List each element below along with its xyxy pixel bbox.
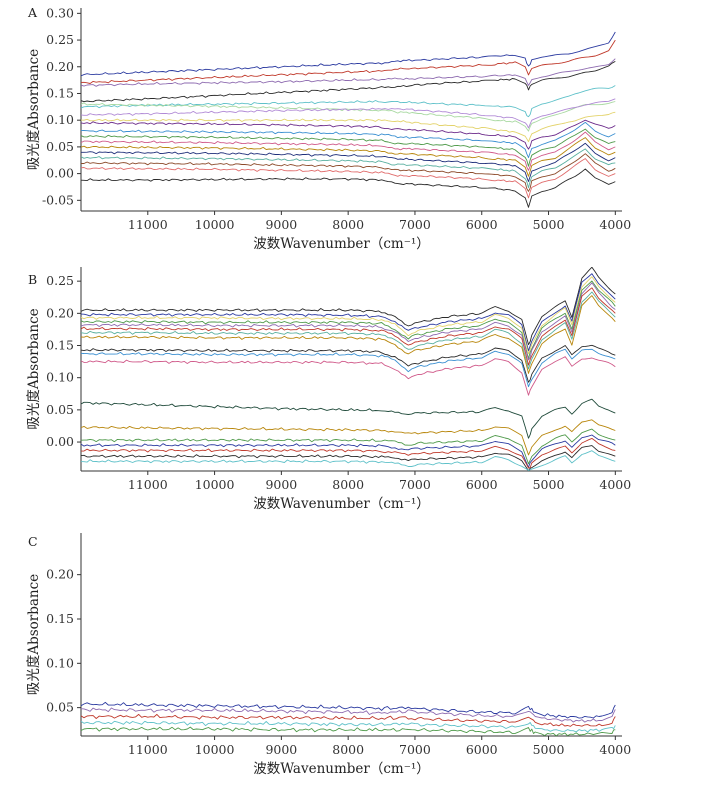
- x-tick-label: 11000: [128, 217, 168, 232]
- spectrum-series-line: [81, 158, 616, 199]
- spectrum-series-line: [81, 168, 616, 208]
- x-tick-label: 9000: [265, 217, 297, 232]
- x-tick-label: 11000: [128, 477, 168, 492]
- spectrum-series-line: [81, 267, 616, 346]
- spectrum-series-line: [81, 720, 616, 733]
- x-tick-label: 5000: [533, 477, 565, 492]
- spectrum-series-line: [81, 131, 616, 171]
- spectrum-series-line: [81, 450, 616, 471]
- series-group: [81, 267, 616, 471]
- x-tick-label: 11000: [128, 742, 168, 757]
- y-tick-label: 0.10: [46, 370, 74, 385]
- x-tick-label: 8000: [332, 477, 364, 492]
- y-tick-label: 0.00: [46, 434, 74, 449]
- spectrum-series-line: [81, 98, 616, 129]
- x-tick-label: 4000: [599, 477, 631, 492]
- x-tick-label: 8000: [332, 217, 364, 232]
- x-tick-label: 5000: [533, 742, 565, 757]
- y-tick-label: 0.15: [46, 85, 74, 100]
- y-tick-label: 0.20: [46, 305, 74, 320]
- spectrum-series-line: [81, 445, 616, 471]
- x-axis-title: 波数Wavenumber（cm⁻¹）: [253, 496, 430, 512]
- spectrum-series-line: [81, 291, 616, 370]
- spectrum-series-line: [81, 419, 616, 456]
- x-tick-label: 10000: [195, 477, 235, 492]
- chart-panel-c: C 0.05 0.10 0.15 0.20 11000 10000 9000 8000 7000 6…: [26, 533, 631, 777]
- x-axis-title: 波数Wavenumber（cm⁻¹）: [253, 761, 430, 777]
- spectrum-series-line: [81, 137, 616, 177]
- spectrum-series-line: [81, 428, 616, 465]
- x-tick-label: 4000: [599, 217, 631, 232]
- y-tick-label: 0.15: [46, 611, 74, 626]
- spectrum-series-line: [81, 707, 616, 723]
- spectrum-series-line: [81, 280, 616, 360]
- x-axis-title: 波数Wavenumber（cm⁻¹）: [253, 236, 430, 252]
- spectrum-series-line: [81, 398, 616, 439]
- y-axis-title: 吸光度Absorbance: [26, 574, 42, 695]
- spectrum-series-line: [81, 142, 616, 182]
- series-group: [81, 31, 616, 208]
- chart-panel-b: B 0.00 0.05 0.10 0.15 0.20 0.25 11000 10000 9000 8…: [26, 267, 631, 512]
- panel-label: C: [28, 534, 38, 549]
- spectrum-series-line: [81, 437, 616, 469]
- spectrum-series-line: [81, 282, 616, 361]
- spectrum-series-line: [81, 348, 616, 388]
- y-tick-label: 0.05: [46, 402, 74, 417]
- chart-panel-a: A -0.05 0.00 0.05 0.10 0.15 0.20 0.25 0.30 11000 1…: [26, 5, 631, 252]
- spectrum-series-line: [81, 153, 616, 192]
- y-tick-label: 0.25: [46, 273, 74, 288]
- x-tick-label: 7000: [399, 477, 431, 492]
- y-tick-label: 0.30: [46, 5, 74, 20]
- spectrum-series-line: [81, 39, 616, 84]
- spectrum-series-line: [81, 434, 616, 468]
- y-tick-label: -0.05: [42, 192, 74, 207]
- y-axis-title: 吸光度Absorbance: [26, 49, 42, 170]
- y-tick-label: 0.15: [46, 338, 74, 353]
- spectrum-series-line: [81, 85, 616, 118]
- x-tick-label: 9000: [265, 742, 297, 757]
- y-tick-label: 0.20: [46, 59, 74, 74]
- spectrum-series-line: [81, 111, 616, 143]
- x-tick-label: 5000: [533, 217, 565, 232]
- spectrum-series-line: [81, 276, 616, 355]
- x-tick-label: 9000: [265, 477, 297, 492]
- panel-label: A: [27, 5, 38, 20]
- y-tick-label: 0.20: [46, 567, 74, 582]
- y-tick-label: 0.25: [46, 32, 74, 47]
- x-tick-label: 7000: [399, 742, 431, 757]
- y-tick-label: 0.05: [46, 139, 74, 154]
- y-tick-label: 0.00: [46, 166, 74, 181]
- spectrum-series-line: [81, 31, 616, 77]
- spectrum-series-line: [81, 61, 616, 103]
- y-tick-label: 0.10: [46, 112, 74, 127]
- x-tick-label: 8000: [332, 742, 364, 757]
- y-tick-label: 0.10: [46, 655, 74, 670]
- x-tick-label: 10000: [195, 217, 235, 232]
- y-tick-label: 0.05: [46, 700, 74, 715]
- panel-label: B: [28, 272, 37, 287]
- spectrum-series-line: [81, 58, 616, 87]
- spectrum-series-line: [81, 344, 616, 383]
- spectrum-series-line: [81, 273, 616, 352]
- spectrum-series-line: [81, 119, 616, 150]
- series-group: [81, 701, 616, 736]
- spectrum-series-line: [81, 701, 616, 719]
- y-axis-title: 吸光度Absorbance: [26, 308, 42, 429]
- spectrum-series-line: [81, 121, 616, 159]
- spectrum-series-line: [81, 101, 616, 132]
- spectrum-series-line: [81, 356, 616, 396]
- x-tick-label: 6000: [466, 742, 498, 757]
- spectrum-series-line: [81, 295, 616, 374]
- x-tick-label: 6000: [466, 477, 498, 492]
- x-tick-label: 10000: [195, 742, 235, 757]
- spectrum-series-line: [81, 148, 616, 189]
- spectrum-series-line: [81, 726, 616, 736]
- spectrum-series-line: [81, 128, 616, 167]
- x-tick-label: 4000: [599, 742, 631, 757]
- spectrum-series-line: [81, 287, 616, 366]
- x-tick-label: 6000: [466, 217, 498, 232]
- x-tick-label: 7000: [399, 217, 431, 232]
- spectrum-series-line: [81, 713, 616, 727]
